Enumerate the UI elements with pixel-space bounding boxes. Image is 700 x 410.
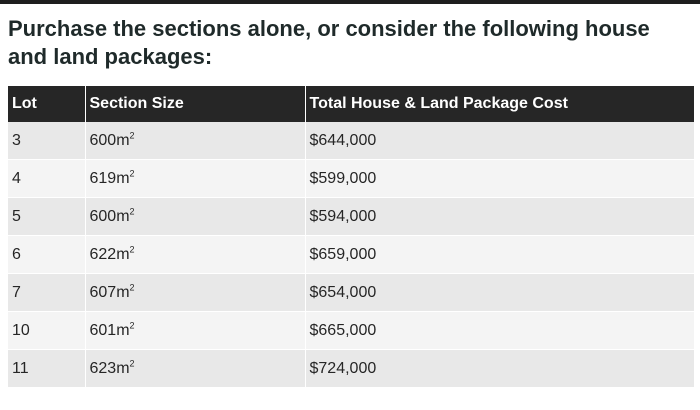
cell-cost: $665,000 [305,311,694,350]
table-row: 3 600m2 $644,000 [8,122,694,160]
table-row: 6 622m2 $659,000 [8,235,694,274]
table-row: 10 601m2 $665,000 [8,311,694,350]
page-heading: Purchase the sections alone, or consider… [8,16,650,69]
cell-lot: 10 [8,311,86,350]
cell-section-size: 623m2 [85,349,306,388]
cell-lot: 6 [8,235,86,274]
cell-cost: $599,000 [305,159,694,198]
header-section-size: Section Size [85,86,306,122]
top-border [0,0,700,4]
cell-lot: 7 [8,273,86,312]
cell-cost: $654,000 [305,273,694,312]
cell-section-size: 619m2 [85,159,306,198]
cell-section-size: 601m2 [85,311,306,350]
lots-table: Lot Section Size Total House & Land Pack… [8,86,694,388]
cell-cost: $724,000 [305,349,694,388]
cell-section-size: 600m2 [85,122,306,160]
cell-lot: 3 [8,122,86,160]
cell-lot: 4 [8,159,86,198]
cell-cost: $659,000 [305,235,694,274]
cell-lot: 5 [8,197,86,236]
cell-section-size: 607m2 [85,273,306,312]
table-row: 5 600m2 $594,000 [8,197,694,236]
cell-section-size: 600m2 [85,197,306,236]
header-total-cost: Total House & Land Package Cost [305,86,694,122]
table-row: 11 623m2 $724,000 [8,349,694,388]
table-row: 4 619m2 $599,000 [8,159,694,198]
table-header-row: Lot Section Size Total House & Land Pack… [8,86,694,122]
header-lot: Lot [8,86,86,122]
cell-section-size: 622m2 [85,235,306,274]
table-row: 7 607m2 $654,000 [8,273,694,312]
cell-lot: 11 [8,349,86,388]
cell-cost: $594,000 [305,197,694,236]
cell-cost: $644,000 [305,122,694,160]
